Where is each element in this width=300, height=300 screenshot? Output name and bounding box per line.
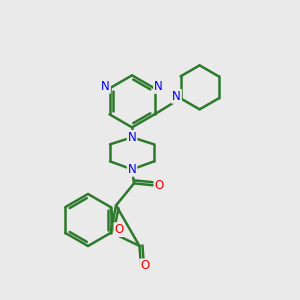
Text: O: O: [114, 223, 124, 236]
Text: N: N: [128, 163, 136, 176]
Text: N: N: [154, 80, 163, 93]
Text: N: N: [101, 80, 110, 93]
Text: N: N: [172, 90, 181, 103]
Text: O: O: [140, 260, 149, 272]
Text: N: N: [128, 131, 136, 144]
Text: O: O: [154, 179, 164, 192]
